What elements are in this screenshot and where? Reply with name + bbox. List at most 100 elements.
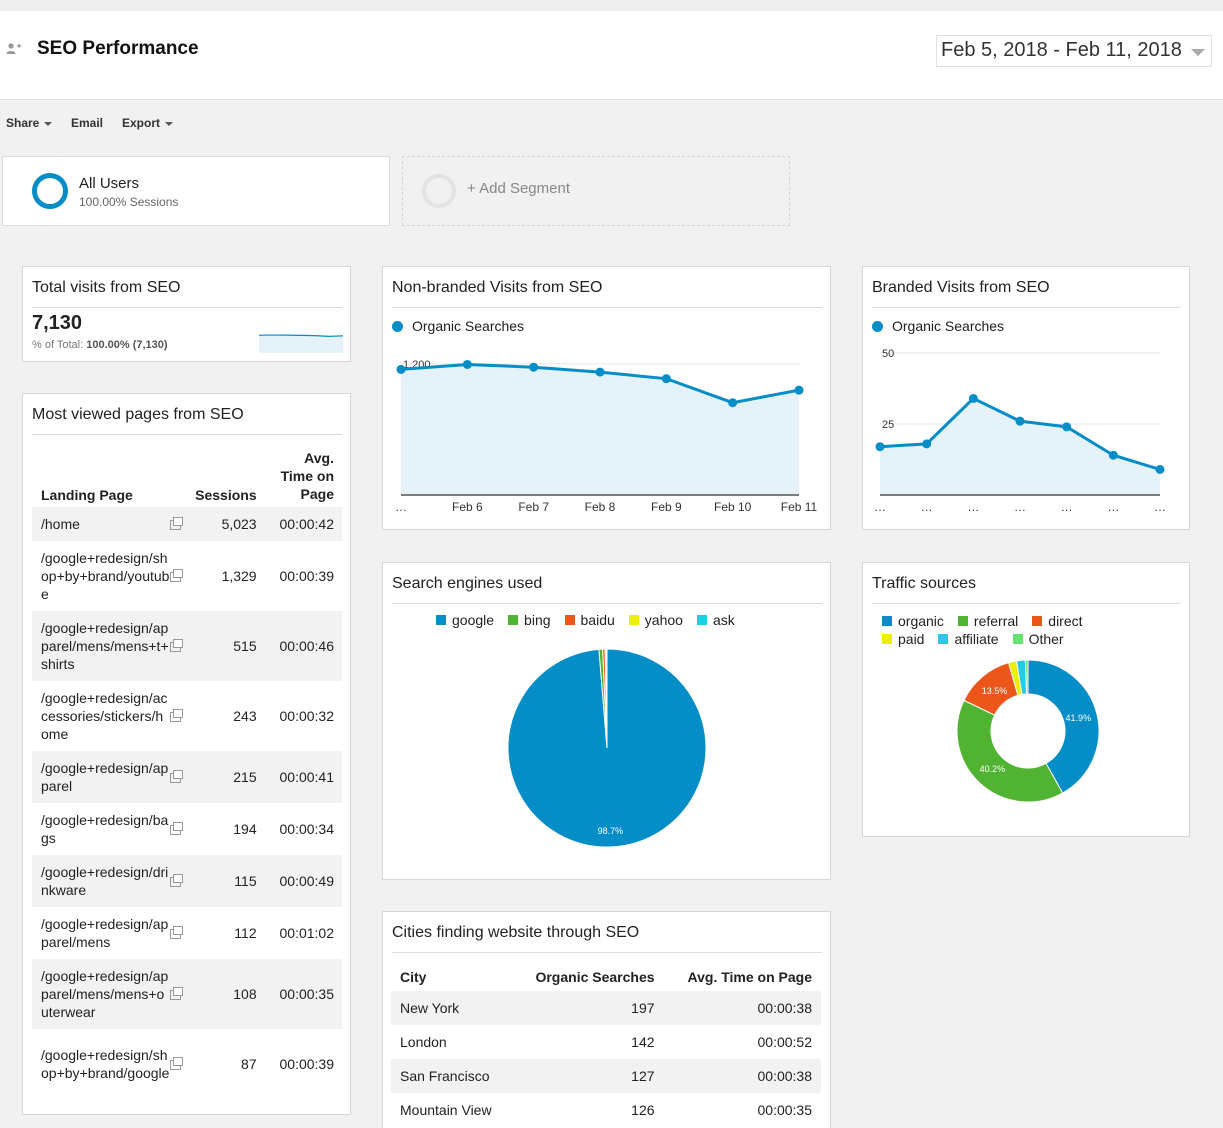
landing-page-link[interactable]: /google+redesign/apparel/mens [41, 916, 169, 950]
table-row[interactable]: /home 5,023 00:00:42 [32, 507, 342, 541]
sessions-value: 108 [190, 959, 265, 1029]
legend-swatch [508, 615, 519, 626]
traffic-sources-card: Traffic sources organic referral direct pai… [862, 562, 1190, 837]
landing-page-link[interactable]: /home [32, 507, 170, 541]
legend-swatch [938, 634, 949, 645]
table-row[interactable]: /google+redesign/shop+by+brand/google 87 0… [32, 1029, 342, 1099]
legend-label: bing [524, 612, 551, 628]
legend-label: Other [1028, 631, 1064, 647]
legend-swatch [696, 615, 707, 626]
external-link-icon[interactable] [169, 926, 183, 940]
chart-legend[interactable]: Organic Searches [872, 318, 1004, 334]
organic-searches-value: 127 [512, 1059, 664, 1093]
col-header-avg-time[interactable]: Avg. Time on Page [687, 969, 812, 985]
data-point [1155, 464, 1165, 474]
avg-time-value: 00:00:52 [757, 1034, 813, 1050]
sessions-value: 194 [233, 821, 257, 837]
city-name: San Francisco [391, 1059, 513, 1093]
col-header-avg-time[interactable]: Avg. Time on Page [280, 450, 334, 502]
landing-page-link[interactable]: /google+redesign/apparel/mens/mens+t+shi… [32, 611, 170, 681]
legend-item-direct[interactable]: direct [1032, 613, 1083, 629]
legend-item-baidu[interactable]: baidu [564, 612, 615, 628]
external-link-icon[interactable] [169, 709, 183, 723]
external-link-icon[interactable] [169, 517, 183, 531]
external-link-cell [169, 959, 191, 1029]
external-link-icon[interactable] [169, 987, 183, 1001]
legend-item-bing[interactable]: bing [508, 612, 551, 628]
total-visits-card: Total visits from SEO 7,130 % of Total: … [22, 266, 351, 362]
legend-item-other[interactable]: Other [1012, 631, 1064, 647]
x-tick-label: … [921, 500, 933, 514]
table-row[interactable]: /google+redesign/apparel/mens/mens+outer… [32, 959, 342, 1029]
legend-item-affiliate[interactable]: affiliate [938, 631, 999, 647]
divider [32, 307, 342, 308]
legend-label: ask [712, 612, 735, 628]
landing-page-link[interactable]: /google+redesign/bags [41, 812, 169, 846]
table-row[interactable]: /google+redesign/bags 194 00:00:34 [32, 803, 342, 855]
legend-label: Organic Searches [412, 318, 525, 334]
data-point [728, 398, 738, 408]
sessions-value: 215 [190, 751, 265, 803]
add-segment-button[interactable]: + Add Segment [402, 156, 790, 226]
segment-ring-icon [422, 174, 456, 208]
table-row[interactable]: /google+redesign/drinkware 115 00:00:49 [32, 855, 342, 907]
avg-time-value: 00:00:41 [264, 751, 342, 803]
date-range-picker[interactable]: Feb 5, 2018 - Feb 11, 2018 [936, 35, 1212, 67]
chart-legend[interactable]: Organic Searches [392, 318, 524, 334]
sessions-value: 1,329 [221, 568, 257, 584]
landing-page-link[interactable]: /google+redesign/accessories/stickers/ho… [41, 690, 168, 742]
landing-pages-table: Landing Page Sessions Avg. Time on Page /h… [32, 449, 342, 1099]
legend-item-organic[interactable]: organic [882, 613, 944, 629]
data-point [1108, 450, 1118, 460]
add-user-icon[interactable] [6, 41, 22, 57]
landing-page-link[interactable]: /google+redesign/apparel [32, 751, 170, 803]
legend-item-ask[interactable]: ask [696, 612, 735, 628]
export-button[interactable]: Export [122, 116, 174, 130]
external-link-icon[interactable] [169, 569, 183, 583]
data-point [875, 442, 885, 452]
table-row[interactable]: /google+redesign/apparel/mens/mens+t+shi… [32, 611, 342, 681]
chart-legend: google bing baidu yahoo ask [436, 612, 749, 628]
avg-time-value: 00:00:34 [279, 821, 335, 837]
legend-item-referral[interactable]: referral [957, 613, 1018, 629]
card-title: Traffic sources [872, 575, 977, 592]
legend-item-google[interactable]: google [436, 612, 494, 628]
legend-item-paid[interactable]: paid [882, 631, 924, 647]
landing-page-link[interactable]: /google+redesign/apparel/mens/mens+outer… [32, 959, 170, 1029]
x-tick-label: … [1061, 500, 1073, 514]
table-row[interactable]: /google+redesign/shop+by+brand/youtube 1,… [32, 541, 342, 611]
avg-time-value: 00:00:39 [279, 568, 335, 584]
avg-time-value: 00:00:39 [279, 1056, 335, 1072]
external-link-icon[interactable] [169, 770, 183, 784]
table-row: New York 197 00:00:38 [391, 991, 821, 1025]
col-header-sessions[interactable]: Sessions [195, 487, 257, 503]
legend-item-yahoo[interactable]: yahoo [628, 612, 683, 628]
legend-swatch [882, 634, 892, 645]
external-link-cell [169, 751, 191, 803]
segment-sessions: 100.00% Sessions [79, 195, 179, 209]
legend-swatch [392, 320, 403, 332]
landing-page-link[interactable]: /google+redesign/shop+by+brand/google [41, 1047, 170, 1081]
col-header-city[interactable]: City [400, 969, 427, 985]
chevron-down-icon [44, 121, 53, 126]
email-button[interactable]: Email [71, 116, 103, 130]
share-button[interactable]: Share [6, 116, 53, 130]
divider [872, 307, 1181, 308]
external-link-icon[interactable] [169, 822, 183, 836]
sessions-value: 243 [233, 708, 257, 724]
external-link-icon[interactable] [169, 874, 183, 888]
col-header-organic-searches[interactable]: Organic Searches [535, 969, 655, 985]
page-title: SEO Performance [37, 38, 199, 59]
external-link-cell [169, 803, 191, 855]
landing-page-link[interactable]: /google+redesign/drinkware [32, 855, 170, 907]
external-link-icon[interactable] [169, 639, 183, 653]
segment-all-users[interactable]: All Users 100.00% Sessions [2, 156, 390, 226]
organic-searches-value: 197 [512, 991, 664, 1025]
table-row[interactable]: /google+redesign/apparel 215 00:00:41 [32, 751, 342, 803]
table-row[interactable]: /google+redesign/apparel/mens 112 00:01:02 [32, 907, 342, 959]
table-row[interactable]: /google+redesign/accessories/stickers/ho… [32, 681, 342, 751]
landing-page-link[interactable]: /google+redesign/shop+by+brand/youtube [41, 550, 170, 602]
external-link-icon[interactable] [169, 1057, 183, 1071]
col-header-landing-page[interactable]: Landing Page [41, 487, 133, 503]
data-point [396, 364, 406, 374]
